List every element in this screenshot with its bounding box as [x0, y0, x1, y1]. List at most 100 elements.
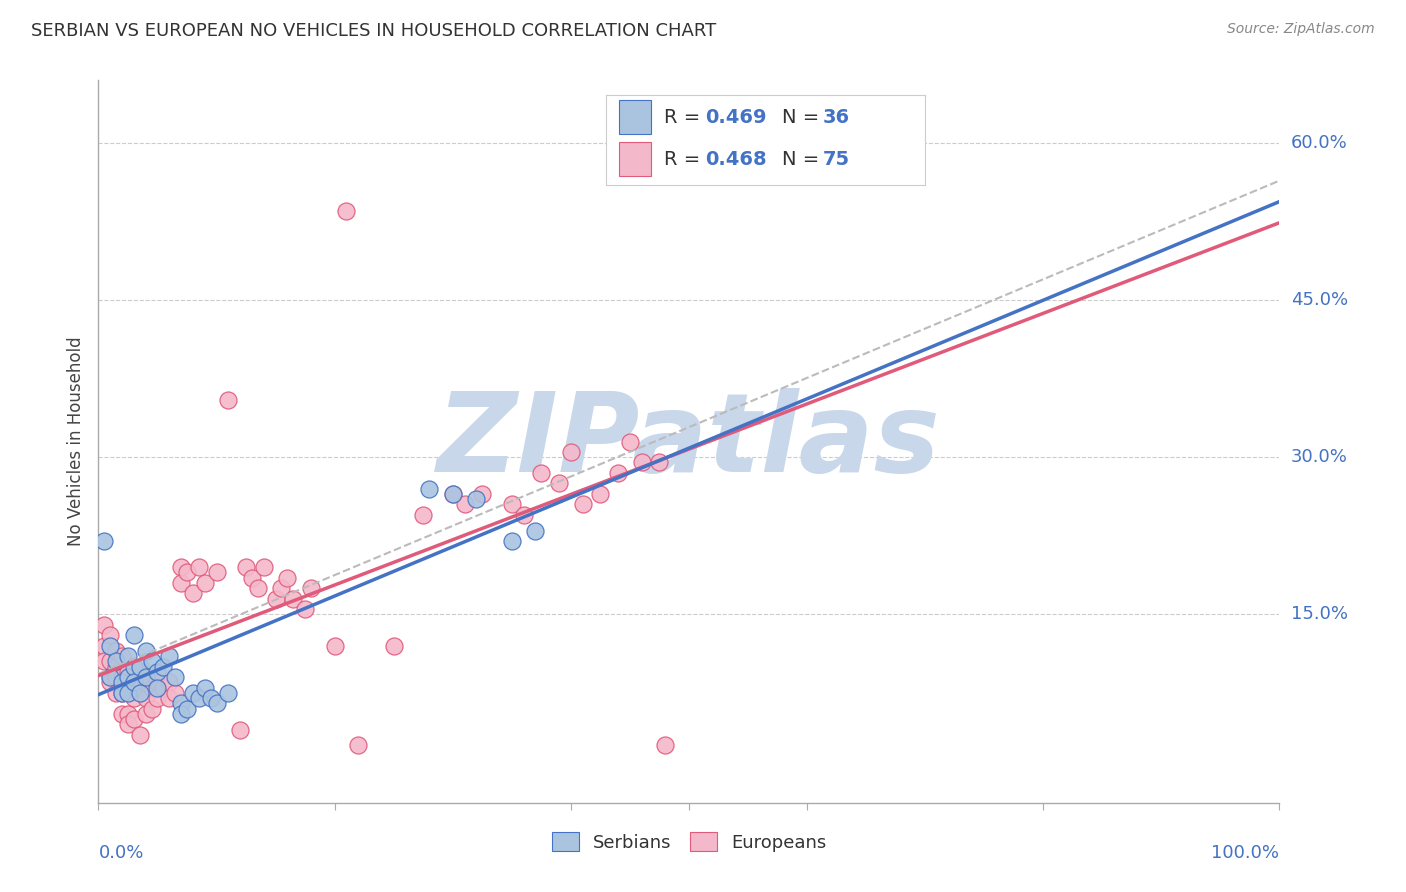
Point	[165, 670, 187, 684]
Point	[235, 560, 257, 574]
Point	[176, 701, 198, 715]
Point	[122, 675, 145, 690]
Point	[111, 706, 134, 721]
Point	[117, 649, 139, 664]
Text: ZIPatlas: ZIPatlas	[437, 388, 941, 495]
Point	[146, 681, 169, 695]
Point	[441, 487, 464, 501]
Point	[347, 738, 370, 752]
Point	[382, 639, 405, 653]
Point	[323, 639, 346, 653]
Point	[146, 665, 169, 679]
Point	[146, 691, 169, 706]
Text: 100.0%: 100.0%	[1212, 845, 1279, 863]
Text: 60.0%: 60.0%	[1291, 134, 1347, 153]
Point	[93, 639, 115, 653]
Point	[412, 508, 434, 522]
Point	[128, 665, 150, 679]
Point	[152, 659, 174, 673]
Point	[128, 681, 150, 695]
Text: 0.0%: 0.0%	[98, 845, 143, 863]
Point	[194, 681, 217, 695]
Point	[128, 659, 150, 673]
Point	[105, 644, 128, 658]
Point	[122, 628, 145, 642]
Point	[418, 482, 440, 496]
Point	[135, 644, 157, 658]
Point	[117, 665, 139, 679]
Point	[205, 566, 228, 580]
Text: SERBIAN VS EUROPEAN NO VEHICLES IN HOUSEHOLD CORRELATION CHART: SERBIAN VS EUROPEAN NO VEHICLES IN HOUSE…	[31, 22, 716, 40]
Point	[181, 586, 204, 600]
Point	[157, 691, 180, 706]
Point	[465, 492, 488, 507]
Point	[194, 575, 217, 590]
Point	[141, 655, 163, 669]
Point	[264, 591, 287, 606]
Point	[135, 706, 157, 721]
Point	[217, 392, 239, 407]
Legend: Serbians, Europeans: Serbians, Europeans	[544, 825, 834, 859]
Point	[530, 466, 553, 480]
Point	[128, 728, 150, 742]
Point	[187, 560, 209, 574]
Point	[93, 617, 115, 632]
Point	[105, 655, 128, 669]
Point	[270, 581, 292, 595]
Point	[181, 686, 204, 700]
Point	[187, 691, 209, 706]
Point	[117, 670, 139, 684]
Point	[146, 675, 169, 690]
Point	[117, 717, 139, 731]
Point	[471, 487, 494, 501]
Point	[122, 675, 145, 690]
Point	[246, 581, 269, 595]
Point	[229, 723, 252, 737]
Point	[654, 738, 676, 752]
Point	[111, 686, 134, 700]
Point	[335, 204, 357, 219]
Point	[630, 455, 652, 469]
Point	[157, 649, 180, 664]
Point	[501, 497, 523, 511]
Point	[98, 670, 121, 684]
Point	[619, 434, 641, 449]
Point	[299, 581, 322, 595]
Point	[117, 681, 139, 695]
Point	[589, 487, 612, 501]
Point	[141, 701, 163, 715]
Point	[98, 670, 121, 684]
Point	[141, 681, 163, 695]
Point	[170, 706, 193, 721]
Point	[217, 686, 239, 700]
Point	[524, 524, 547, 538]
Point	[122, 691, 145, 706]
Point	[135, 670, 157, 684]
Text: 45.0%: 45.0%	[1291, 291, 1348, 310]
Point	[111, 675, 134, 690]
Point	[93, 655, 115, 669]
Point	[122, 659, 145, 673]
Point	[560, 445, 582, 459]
Point	[283, 591, 305, 606]
Point	[240, 571, 263, 585]
Point	[105, 686, 128, 700]
Point	[294, 602, 316, 616]
Point	[98, 628, 121, 642]
Text: Source: ZipAtlas.com: Source: ZipAtlas.com	[1227, 22, 1375, 37]
Point	[453, 497, 475, 511]
Point	[111, 686, 134, 700]
Point	[111, 670, 134, 684]
Point	[117, 686, 139, 700]
Point	[98, 675, 121, 690]
Point	[276, 571, 298, 585]
Point	[571, 497, 593, 511]
Y-axis label: No Vehicles in Household: No Vehicles in Household	[66, 336, 84, 547]
Text: 30.0%: 30.0%	[1291, 449, 1347, 467]
Point	[205, 696, 228, 710]
Point	[152, 681, 174, 695]
Point	[648, 455, 671, 469]
Point	[512, 508, 534, 522]
Point	[607, 466, 630, 480]
Point	[170, 696, 193, 710]
